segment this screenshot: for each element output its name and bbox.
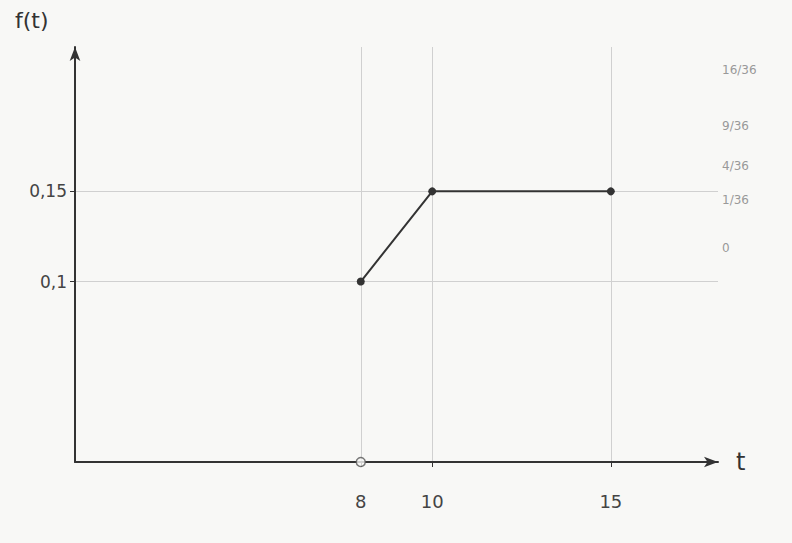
svg-text:8: 8 xyxy=(355,491,366,512)
svg-text:f(t): f(t) xyxy=(15,8,49,33)
svg-text:16/36: 16/36 xyxy=(722,63,757,77)
svg-text:0: 0 xyxy=(722,241,730,255)
svg-text:0,15: 0,15 xyxy=(29,181,67,201)
svg-text:1/36: 1/36 xyxy=(722,193,749,207)
svg-text:10: 10 xyxy=(421,491,444,512)
svg-text:t: t xyxy=(736,448,745,476)
svg-text:0,1: 0,1 xyxy=(40,272,67,292)
svg-text:15: 15 xyxy=(599,491,622,512)
svg-text:9/36: 9/36 xyxy=(722,119,749,133)
svg-text:4/36: 4/36 xyxy=(722,159,749,173)
